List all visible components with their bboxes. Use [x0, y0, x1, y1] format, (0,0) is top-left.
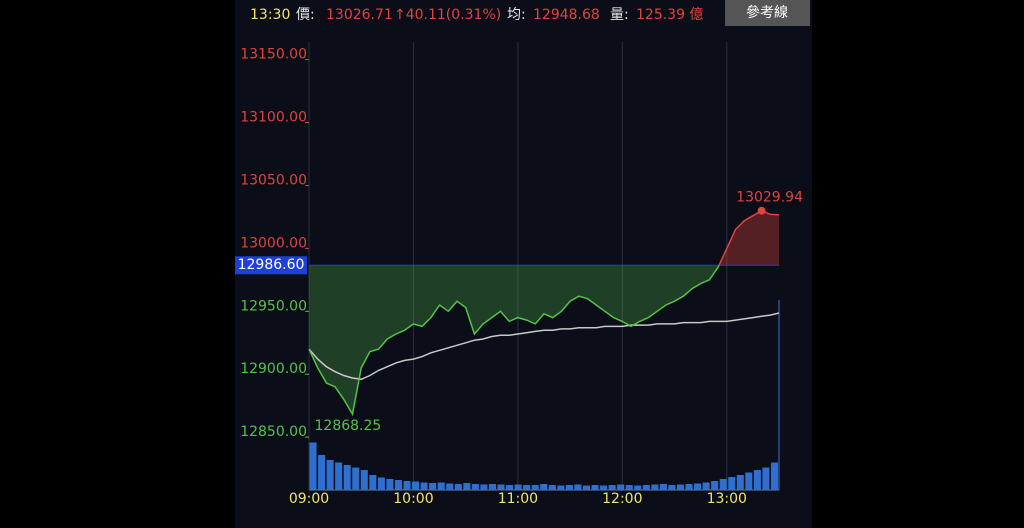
volume-bar: [574, 484, 582, 490]
volume-bar: [454, 484, 462, 490]
volume-bar: [625, 485, 633, 490]
annotation: 12868.25: [315, 418, 382, 434]
volume-bar: [463, 483, 471, 490]
volume-bar: [377, 477, 385, 490]
volume-bar: [335, 462, 343, 490]
y-tick-label: 13150.00: [240, 47, 307, 63]
volume-bar: [548, 485, 556, 490]
volume-label: 量:: [610, 7, 629, 23]
change: ↑40.11(0.31%): [394, 7, 501, 23]
reference-label: 12986.60: [238, 257, 305, 273]
volume-bar: [446, 483, 454, 490]
volume-bar: [719, 479, 727, 490]
volume-bar: [736, 475, 744, 490]
volume-bar: [420, 482, 428, 490]
y-tick-label: 13000.00: [240, 235, 307, 251]
y-tick-label: 12950.00: [240, 298, 307, 314]
x-tick-label: 10:00: [393, 491, 433, 507]
volume-bar: [582, 485, 590, 490]
volume-bar: [343, 465, 351, 490]
time: 13:30: [250, 7, 290, 23]
volume-bar: [471, 484, 479, 490]
volume-bar: [565, 485, 573, 490]
volume-bar: [702, 482, 710, 490]
volume-bar: [711, 481, 719, 490]
volume-bar: [480, 484, 488, 490]
volume-bar: [506, 485, 514, 490]
volume-bar: [694, 483, 702, 490]
volume-bar: [318, 455, 326, 490]
volume-bar: [651, 484, 659, 490]
volume-bar: [659, 484, 667, 490]
reference-button-label[interactable]: 參考線: [746, 5, 788, 21]
volume-bar: [437, 482, 445, 490]
volume: 125.39 億: [636, 7, 703, 23]
volume-bar: [540, 484, 548, 490]
area-down: [309, 265, 779, 415]
x-tick-label: 13:00: [707, 491, 747, 507]
volume-bar: [668, 485, 676, 490]
volume-bar: [514, 484, 522, 490]
avg-label: 均:: [507, 7, 526, 23]
volume-bar: [753, 470, 761, 490]
volume-bar: [309, 442, 317, 490]
volume-bar: [642, 485, 650, 490]
y-tick-label: 13100.00: [240, 110, 307, 126]
price-line: [308, 265, 720, 417]
avg: 12948.68: [533, 7, 600, 23]
x-tick-label: 12:00: [602, 491, 642, 507]
volume-bar: [497, 484, 505, 490]
volume-bar: [523, 485, 531, 490]
volume-bar: [676, 484, 684, 490]
x-tick-label: 11:00: [498, 491, 538, 507]
x-tick-label: 09:00: [289, 491, 329, 507]
volume-bar: [394, 480, 402, 490]
y-tick-label: 12850.00: [240, 424, 307, 440]
volume-bar: [412, 481, 420, 490]
volume-bar: [591, 485, 599, 490]
y-tick-label: 12900.00: [240, 361, 307, 377]
volume-bar: [403, 481, 411, 490]
volume-bar: [557, 485, 565, 490]
high-dot: [757, 206, 766, 215]
volume-bar: [386, 479, 394, 490]
volume-bar: [360, 470, 368, 490]
reference-button[interactable]: [725, 0, 810, 26]
volume-bar: [617, 484, 625, 490]
average-line: [308, 312, 780, 381]
volume-bar: [728, 477, 736, 490]
volume-bar: [369, 475, 377, 490]
volume-bar: [685, 484, 693, 490]
volume-bar: [770, 462, 778, 490]
volume-bar: [352, 467, 360, 490]
volume-bar: [326, 460, 334, 490]
volume-bar: [745, 472, 753, 490]
volume-bar: [531, 485, 539, 490]
price: 13026.71: [326, 7, 393, 23]
reference-box: [235, 256, 307, 275]
volume-bar: [488, 484, 496, 490]
volume-bar: [634, 485, 642, 490]
area-up: [719, 210, 779, 266]
annotation: 13029.94: [736, 190, 803, 206]
volume-bar: [762, 467, 770, 490]
price-label: 價:: [296, 6, 315, 23]
volume-bar: [608, 485, 616, 490]
panel: [235, 0, 812, 528]
volume-bar: [429, 483, 437, 490]
y-tick-label: 13050.00: [240, 172, 307, 188]
volume-bar: [600, 485, 608, 490]
